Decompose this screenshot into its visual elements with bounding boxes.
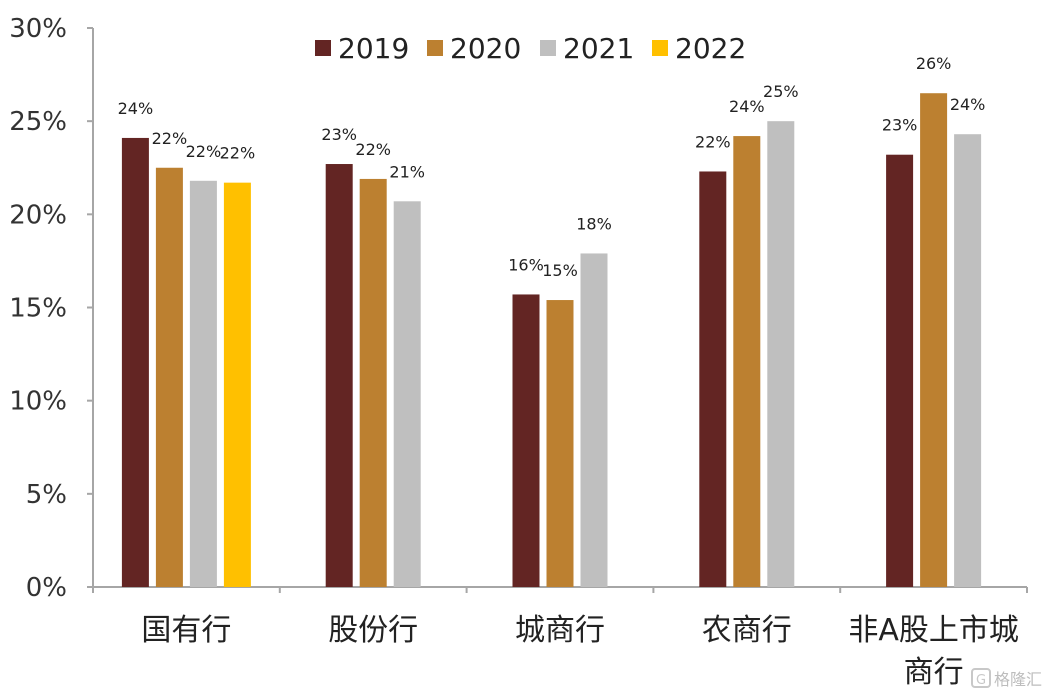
bar-2020 [733, 136, 761, 587]
legend-label: 2020 [450, 32, 521, 65]
bars [121, 93, 982, 588]
bar-2021 [580, 253, 608, 588]
legend-item-2019: 2019 [315, 32, 409, 65]
category-label: 商行 [904, 655, 964, 690]
bar-2020 [155, 167, 183, 587]
data-label: 26% [916, 54, 952, 73]
watermark: G 格隆汇 [971, 668, 1042, 689]
data-label: 21% [389, 162, 425, 181]
y-tick-label: 15% [9, 294, 67, 324]
legend: 2019 2020 2021 2022 [315, 32, 746, 65]
data-label: 22% [220, 144, 256, 163]
data-label: 22% [152, 129, 188, 148]
bar-2020 [546, 300, 574, 587]
y-axis: 0% 5% 10% 15% 20% 25% 30% [9, 14, 94, 603]
svg-text:G: G [976, 673, 986, 688]
y-tick-label: 5% [26, 480, 67, 510]
data-label: 15% [542, 261, 578, 280]
bar-2019 [512, 294, 540, 587]
category-label: 农商行 [702, 613, 792, 648]
data-label: 22% [186, 142, 222, 161]
legend-item-2020: 2020 [427, 32, 521, 65]
data-label: 24% [729, 97, 765, 116]
data-label: 22% [695, 132, 731, 151]
y-tick-label: 30% [9, 14, 67, 44]
data-label: 24% [118, 99, 154, 118]
bar-2022 [223, 182, 251, 587]
x-axis [92, 586, 1028, 593]
legend-swatch [540, 40, 556, 56]
data-label: 18% [576, 214, 612, 233]
bar-2019 [886, 154, 914, 587]
legend-item-2022: 2022 [652, 32, 746, 65]
legend-swatch [652, 40, 668, 56]
legend-label: 2022 [675, 32, 746, 65]
bar-2020 [359, 178, 387, 587]
data-label: 24% [950, 95, 986, 114]
legend-swatch [315, 40, 331, 56]
category-label: 股份行 [328, 613, 418, 648]
data-labels: 24%22%22%22%23%22%21%16%15%18%22%24%25%2… [118, 54, 986, 280]
y-tick-label: 0% [26, 573, 67, 603]
bar-2021 [767, 121, 795, 588]
category-label: 国有行 [141, 613, 231, 648]
bar-2021 [393, 201, 421, 588]
data-label: 22% [355, 140, 391, 159]
category-label: 非A股上市城 [848, 613, 1019, 648]
legend-label: 2021 [563, 32, 634, 65]
data-label: 23% [882, 116, 918, 135]
bar-2021 [189, 180, 217, 587]
bar-2019 [699, 171, 727, 587]
y-tick-label: 20% [9, 200, 67, 230]
legend-item-2021: 2021 [540, 32, 634, 65]
y-tick-label: 10% [9, 387, 67, 417]
legend-label: 2019 [338, 32, 409, 65]
legend-swatch [427, 40, 443, 56]
bar-2020 [920, 93, 948, 587]
data-label: 16% [508, 255, 544, 274]
bar-2019 [121, 137, 149, 588]
watermark-logo-icon: G [971, 668, 991, 688]
bar-2019 [325, 164, 353, 588]
data-label: 25% [763, 82, 799, 101]
category-label: 城商行 [515, 613, 605, 648]
data-label: 23% [321, 125, 357, 144]
bar-2021 [954, 134, 982, 587]
watermark-text: 格隆汇 [994, 670, 1042, 689]
y-tick-label: 25% [9, 107, 67, 137]
